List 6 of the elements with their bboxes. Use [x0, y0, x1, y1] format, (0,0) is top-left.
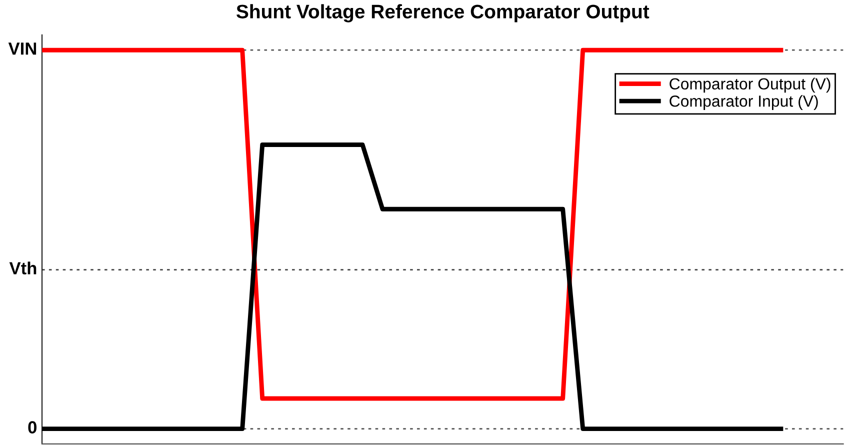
- legend-label: Comparator Input (V): [670, 95, 818, 110]
- chart-title: Shunt Voltage Reference Comparator Output: [236, 4, 650, 22]
- ref-line-label: 0: [28, 421, 36, 434]
- ref-line-label: VIN: [8, 42, 36, 55]
- legend-label: Comparator Output (V): [670, 78, 830, 93]
- ref-line-label: Vth: [9, 262, 36, 274]
